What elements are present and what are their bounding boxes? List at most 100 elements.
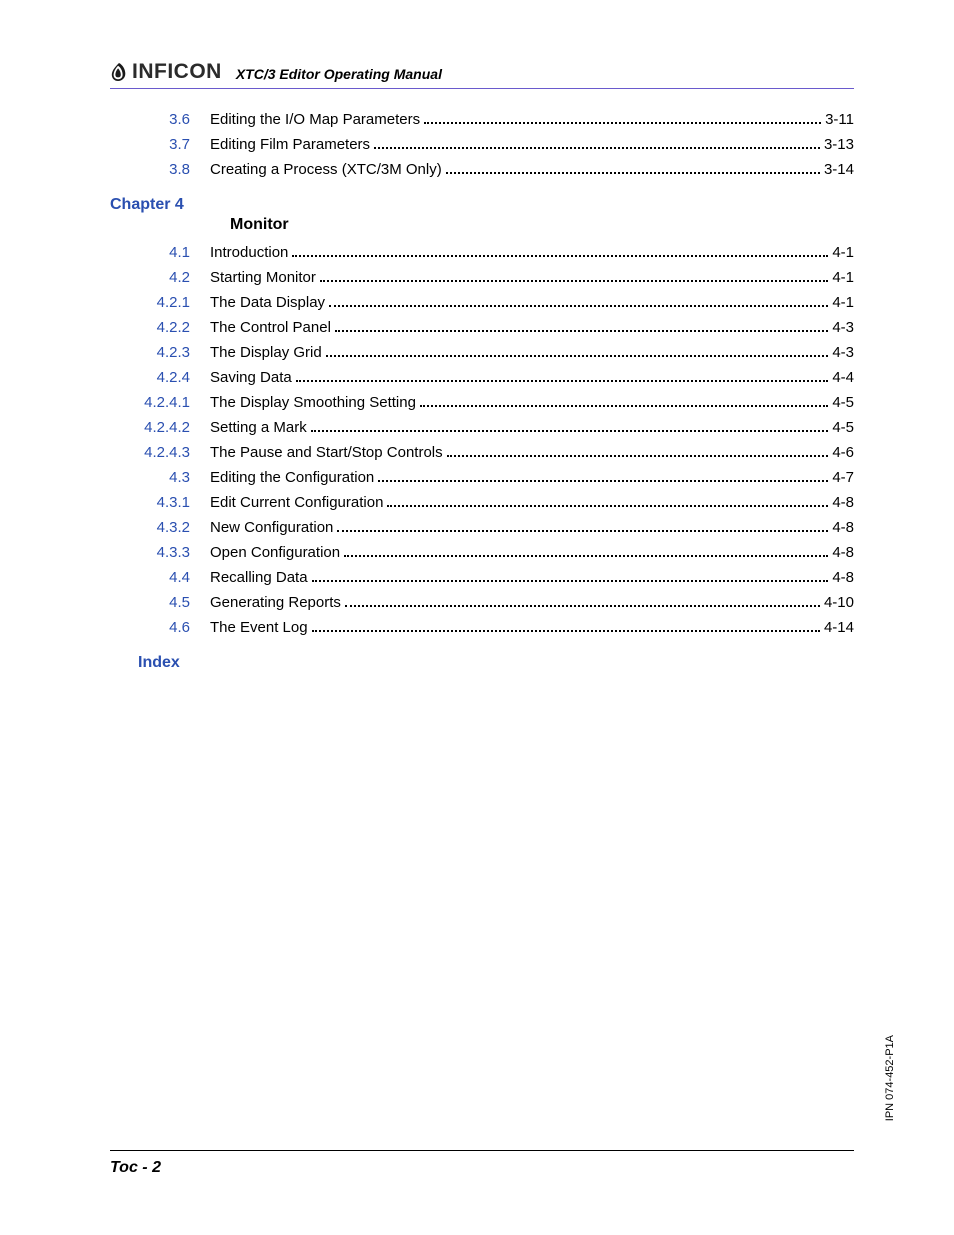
toc-section-number[interactable]: 4.2.4.3 xyxy=(110,444,210,461)
toc-entry-line: Editing the Configuration 4-7 xyxy=(210,469,854,486)
toc-section-number[interactable]: 4.4 xyxy=(110,569,210,586)
toc-entry-line: Editing the I/O Map Parameters 3-11 xyxy=(210,111,854,128)
toc-page-number[interactable]: 3-11 xyxy=(825,111,854,128)
toc-entry-title[interactable]: The Pause and Start/Stop Controls xyxy=(210,444,443,461)
toc-entry-title[interactable]: The Display Grid xyxy=(210,344,322,361)
toc-entry: 4.2Starting Monitor 4-1 xyxy=(110,269,854,286)
toc-entry: 4.2.3The Display Grid 4-3 xyxy=(110,344,854,361)
toc-contents: 3.6Editing the I/O Map Parameters 3-11 3.7… xyxy=(110,111,854,672)
toc-page-number[interactable]: 4-4 xyxy=(832,369,854,386)
toc-section-number[interactable]: 4.3.1 xyxy=(110,494,210,511)
toc-page-number[interactable]: 4-8 xyxy=(832,544,854,561)
toc-section-number[interactable]: 4.2.1 xyxy=(110,294,210,311)
toc-leader-dots xyxy=(387,505,828,507)
toc-leader-dots xyxy=(337,530,828,532)
toc-page-number[interactable]: 4-5 xyxy=(832,419,854,436)
toc-entry-title[interactable]: Saving Data xyxy=(210,369,292,386)
toc-entry-title[interactable]: The Control Panel xyxy=(210,319,331,336)
toc-page-number[interactable]: 4-6 xyxy=(832,444,854,461)
document-id-vertical: IPN 074-452-P1A xyxy=(884,1035,896,1121)
toc-entry-title[interactable]: The Data Display xyxy=(210,294,325,311)
toc-page-number[interactable]: 4-8 xyxy=(832,519,854,536)
toc-section-number[interactable]: 3.7 xyxy=(110,136,210,153)
toc-entry: 4.6The Event Log 4-14 xyxy=(110,619,854,636)
toc-entry-title[interactable]: Generating Reports xyxy=(210,594,341,611)
page-number: Toc - 2 xyxy=(110,1159,161,1176)
toc-page-number[interactable]: 4-3 xyxy=(832,319,854,336)
toc-entry-title[interactable]: The Display Smoothing Setting xyxy=(210,394,416,411)
toc-section-number[interactable]: 4.2.3 xyxy=(110,344,210,361)
toc-page-number[interactable]: 4-7 xyxy=(832,469,854,486)
toc-entry-title[interactable]: Setting a Mark xyxy=(210,419,307,436)
toc-entry-title[interactable]: Editing the I/O Map Parameters xyxy=(210,111,420,128)
toc-entry-line: The Data Display 4-1 xyxy=(210,294,854,311)
toc-section-number[interactable]: 4.3.2 xyxy=(110,519,210,536)
toc-entry: 4.4Recalling Data 4-8 xyxy=(110,569,854,586)
toc-entry-line: Edit Current Configuration 4-8 xyxy=(210,494,854,511)
toc-section-number[interactable]: 4.3 xyxy=(110,469,210,486)
toc-entry-title[interactable]: Open Configuration xyxy=(210,544,340,561)
toc-entry-line: The Control Panel 4-3 xyxy=(210,319,854,336)
toc-leader-dots xyxy=(344,555,828,557)
toc-page-number[interactable]: 4-5 xyxy=(832,394,854,411)
toc-leader-dots xyxy=(335,330,828,332)
toc-page-number[interactable]: 4-3 xyxy=(832,344,854,361)
toc-section-number[interactable]: 4.3.3 xyxy=(110,544,210,561)
toc-leader-dots xyxy=(424,122,821,124)
inficon-logo-icon xyxy=(110,62,128,82)
toc-entry: 4.1Introduction 4-1 xyxy=(110,244,854,261)
toc-section-number[interactable]: 4.2.4.1 xyxy=(110,394,210,411)
chapter-4-label[interactable]: Chapter 4 xyxy=(110,196,854,214)
chapter-4-title: Monitor xyxy=(230,216,854,234)
toc-entry-line: The Pause and Start/Stop Controls 4-6 xyxy=(210,444,854,461)
toc-page-number[interactable]: 4-1 xyxy=(832,294,854,311)
toc-page-number[interactable]: 4-1 xyxy=(832,269,854,286)
toc-entry-title[interactable]: The Event Log xyxy=(210,619,308,636)
toc-section-number[interactable]: 4.6 xyxy=(110,619,210,636)
toc-entry-title[interactable]: New Configuration xyxy=(210,519,333,536)
toc-entry: 4.2.1The Data Display 4-1 xyxy=(110,294,854,311)
toc-page-number[interactable]: 4-8 xyxy=(832,569,854,586)
index-link[interactable]: Index xyxy=(138,654,854,672)
toc-section-number[interactable]: 4.2.4 xyxy=(110,369,210,386)
document-page: INFICON XTC/3 Editor Operating Manual 3.… xyxy=(0,0,954,1235)
toc-entry-line: Open Configuration 4-8 xyxy=(210,544,854,561)
toc-page-number[interactable]: 4-10 xyxy=(824,594,854,611)
toc-leader-dots xyxy=(320,280,828,282)
toc-section-number[interactable]: 4.2.4.2 xyxy=(110,419,210,436)
toc-page-number[interactable]: 4-8 xyxy=(832,494,854,511)
toc-entry: 4.3.1Edit Current Configuration 4-8 xyxy=(110,494,854,511)
toc-entry-line: Creating a Process (XTC/3M Only) 3-14 xyxy=(210,161,854,178)
manual-title: XTC/3 Editor Operating Manual xyxy=(236,66,442,84)
toc-entry: 3.7Editing Film Parameters 3-13 xyxy=(110,136,854,153)
toc-entry-title[interactable]: Creating a Process (XTC/3M Only) xyxy=(210,161,442,178)
toc-entry-line: The Display Smoothing Setting 4-5 xyxy=(210,394,854,411)
toc-page-number[interactable]: 4-1 xyxy=(832,244,854,261)
toc-entry-title[interactable]: Recalling Data xyxy=(210,569,308,586)
toc-leader-dots xyxy=(378,480,828,482)
toc-section-number[interactable]: 4.2 xyxy=(110,269,210,286)
toc-leader-dots xyxy=(446,172,820,174)
toc-entry: 4.3.2New Configuration 4-8 xyxy=(110,519,854,536)
toc-page-number[interactable]: 3-14 xyxy=(824,161,854,178)
toc-section-number[interactable]: 4.2.2 xyxy=(110,319,210,336)
toc-entry-line: New Configuration 4-8 xyxy=(210,519,854,536)
toc-leader-dots xyxy=(296,380,829,382)
toc-entry: 4.2.2The Control Panel 4-3 xyxy=(110,319,854,336)
toc-entry-title[interactable]: Editing the Configuration xyxy=(210,469,374,486)
toc-entry-title[interactable]: Editing Film Parameters xyxy=(210,136,370,153)
toc-entry-title[interactable]: Edit Current Configuration xyxy=(210,494,383,511)
toc-leader-dots xyxy=(374,147,820,149)
toc-entry-line: The Event Log 4-14 xyxy=(210,619,854,636)
toc-section-number[interactable]: 4.5 xyxy=(110,594,210,611)
toc-section-number[interactable]: 4.1 xyxy=(110,244,210,261)
toc-entry-title[interactable]: Introduction xyxy=(210,244,288,261)
toc-section-number[interactable]: 3.8 xyxy=(110,161,210,178)
toc-leader-dots xyxy=(345,605,820,607)
toc-leader-dots xyxy=(326,355,829,357)
toc-section-number[interactable]: 3.6 xyxy=(110,111,210,128)
toc-page-number[interactable]: 3-13 xyxy=(824,136,854,153)
toc-entry-title[interactable]: Starting Monitor xyxy=(210,269,316,286)
toc-page-number[interactable]: 4-14 xyxy=(824,619,854,636)
toc-entry: 4.2.4.1The Display Smoothing Setting 4-5 xyxy=(110,394,854,411)
